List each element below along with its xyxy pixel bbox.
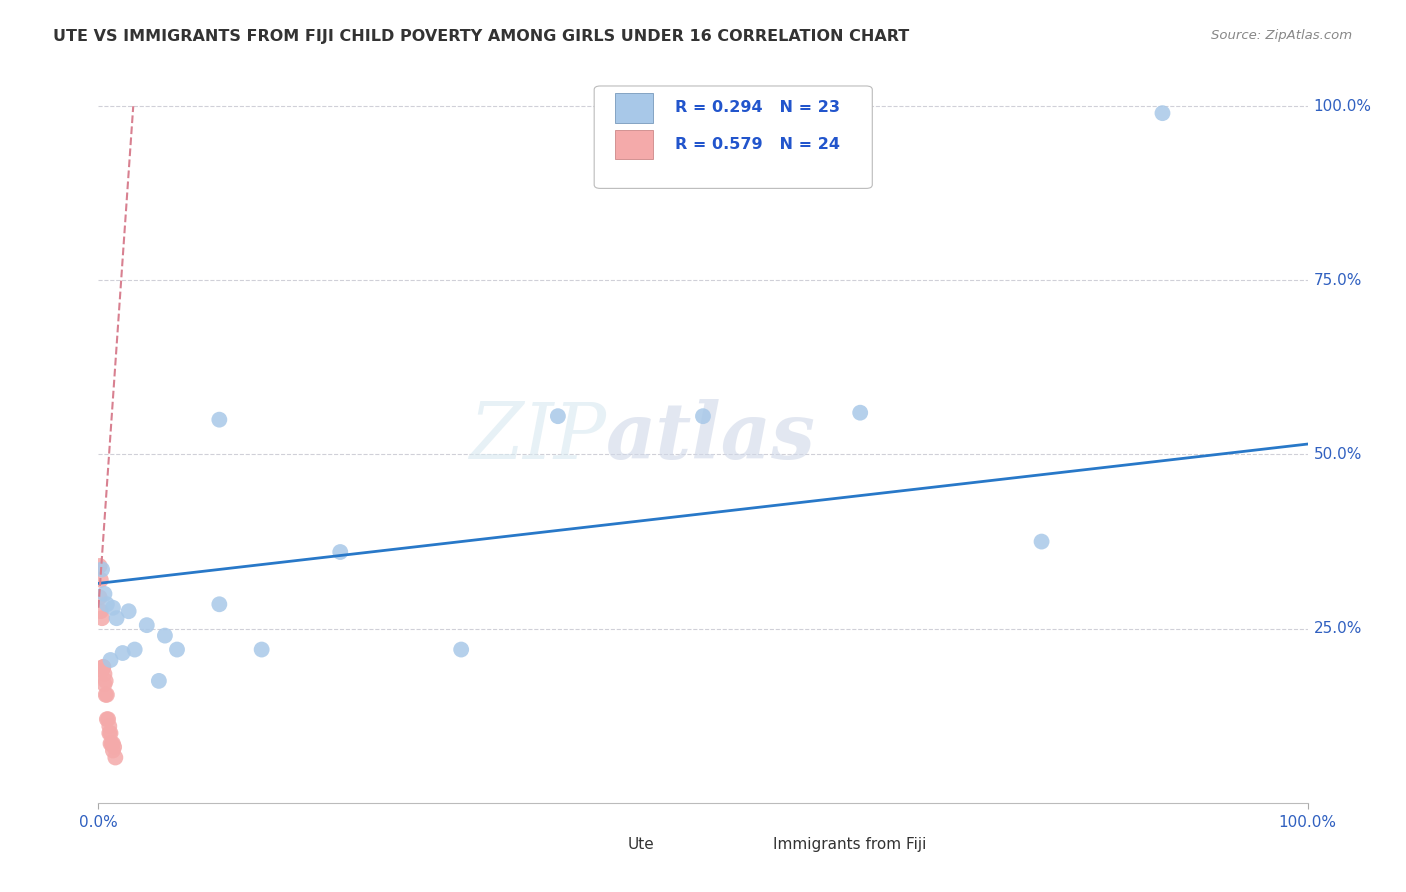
Point (105, 611, 128, 625)
Point (91, 660, 114, 674)
Point (91, 611, 114, 625)
Text: 50.0%: 50.0% (1313, 447, 1362, 462)
Point (101, 743, 124, 757)
Point (93, 667, 115, 681)
Text: 100.0%: 100.0% (1313, 99, 1372, 113)
Point (100, 726, 122, 740)
Text: Source: ZipAtlas.com: Source: ZipAtlas.com (1212, 29, 1353, 42)
Point (101, 737, 124, 751)
Point (111, 646, 134, 660)
Point (96, 597, 118, 611)
Text: R = 0.579   N = 24: R = 0.579 N = 24 (675, 137, 841, 152)
Point (849, 406, 872, 420)
Point (118, 604, 141, 618)
Point (104, 750, 127, 764)
Point (101, 600, 124, 615)
Text: ZIP: ZIP (470, 399, 606, 475)
Point (547, 409, 569, 424)
Point (91, 562, 114, 576)
Point (1031, 534, 1053, 549)
Bar (595, 838, 621, 855)
Text: atlas: atlas (606, 399, 815, 475)
Text: 25.0%: 25.0% (1313, 621, 1362, 636)
Text: R = 0.294   N = 23: R = 0.294 N = 23 (675, 101, 841, 115)
Point (692, 409, 714, 424)
Point (89, 558, 111, 573)
Point (208, 412, 231, 426)
Point (103, 740, 125, 755)
Text: 75.0%: 75.0% (1313, 273, 1362, 288)
Point (135, 618, 157, 632)
Text: Ute: Ute (628, 837, 655, 852)
Point (89, 591, 111, 605)
Point (1152, 106, 1174, 120)
Bar (740, 838, 766, 855)
Point (96, 688, 118, 702)
Point (93, 587, 115, 601)
Point (96, 712, 118, 726)
Point (124, 642, 146, 657)
Point (100, 737, 122, 751)
Point (100, 737, 122, 751)
FancyBboxPatch shape (595, 86, 872, 188)
Point (329, 545, 352, 559)
Point (450, 642, 472, 657)
Text: UTE VS IMMIGRANTS FROM FIJI CHILD POVERTY AMONG GIRLS UNDER 16 CORRELATION CHART: UTE VS IMMIGRANTS FROM FIJI CHILD POVERT… (53, 29, 910, 44)
Point (97, 712, 120, 726)
Point (93, 677, 115, 691)
Point (90, 573, 112, 587)
Bar (614, 94, 654, 122)
Text: Immigrants from Fiji: Immigrants from Fiji (773, 837, 927, 852)
Point (153, 629, 176, 643)
Point (94, 688, 117, 702)
Point (148, 673, 170, 688)
Point (98, 726, 121, 740)
Point (208, 597, 231, 611)
Point (166, 642, 188, 657)
Point (98, 719, 121, 733)
Point (100, 653, 122, 667)
Point (94, 673, 117, 688)
Point (90, 604, 112, 618)
Point (91, 664, 114, 678)
Point (91, 660, 114, 674)
Point (250, 642, 273, 657)
Bar (614, 130, 654, 159)
